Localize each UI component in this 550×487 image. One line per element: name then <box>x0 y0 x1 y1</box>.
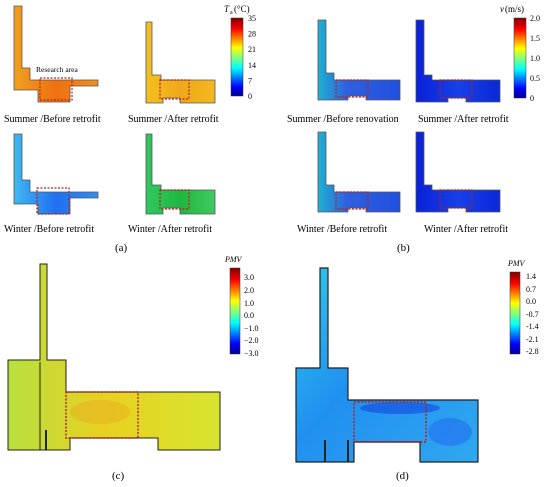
colorbar-b-title-var: v <box>500 4 504 14</box>
colorbar-a-title-sub: a <box>230 10 233 16</box>
colorbar-a: T a (°C) 35 28 21 14 7 0 <box>224 4 256 101</box>
colorbar-d-tick: 1.4 <box>526 272 536 281</box>
caption: Summer /After retrofit <box>418 114 509 125</box>
panel-b: v (m/s) 2.0 1.5 1.0 0.5 0 Summer /Before… <box>287 4 540 254</box>
panel-label-a: (a) <box>115 242 128 254</box>
colorbar-d-tick: 0.7 <box>526 285 536 294</box>
colorbar-b-title-unit: (m/s) <box>505 4 524 14</box>
colorbar-a-tick: 35 <box>248 14 256 23</box>
colorbar-c-tick: −3.0 <box>244 349 259 358</box>
colorbar-b: v (m/s) 2.0 1.5 1.0 0.5 0 <box>500 4 540 103</box>
colorbar-d-title: PMV <box>507 259 526 268</box>
colorbar-d-tick: -1.4 <box>526 322 539 331</box>
research-area-box <box>39 77 73 101</box>
research-area-box <box>65 391 139 439</box>
colorbar-d-tick: -0.7 <box>526 310 539 319</box>
colorbar-d-tick: -2.8 <box>526 347 539 356</box>
plan-velocity-winter-after <box>415 131 501 213</box>
colorbar-a-title-var: T <box>224 4 230 14</box>
plan-summer-after <box>145 21 216 104</box>
caption: Winter /After retrofit <box>424 224 508 235</box>
colorbar-c-tick: −2.0 <box>244 336 259 345</box>
colorbar-a-title-unit: (°C) <box>234 4 250 14</box>
colorbar-c-tick: 1.0 <box>244 299 254 308</box>
colorbar-a-tick: 21 <box>248 45 256 54</box>
caption: Winter /After retrofit <box>128 224 212 235</box>
caption: Summer /After retrofit <box>128 114 219 125</box>
plan-velocity-summer-after <box>415 19 501 103</box>
colorbar-d-tick: 0.0 <box>526 297 536 306</box>
colorbar-c-tick: 3.0 <box>244 273 254 282</box>
colorbar-d-gradient <box>509 271 521 355</box>
colorbar-c-tick: −1.0 <box>244 324 259 333</box>
colorbar-b-tick: 2.0 <box>530 14 540 23</box>
colorbar-b-tick: 1.5 <box>530 34 540 43</box>
plan-velocity-summer-before <box>317 19 401 101</box>
colorbar-b-tick: 0 <box>530 94 534 103</box>
colorbar-c-tick: 2.0 <box>244 286 254 295</box>
caption: Summer /Before retrofit <box>4 114 101 125</box>
plan-summer-before: Research area <box>13 5 99 103</box>
caption: Winter /Before retrofit <box>297 224 387 235</box>
panel-label-b: (b) <box>397 242 410 254</box>
plan-winter-after <box>145 133 216 215</box>
panel-a: Research area T a (°C) 35 28 21 14 7 <box>4 4 256 254</box>
colorbar-c-title: PMV <box>224 255 243 264</box>
research-area-box <box>353 401 427 443</box>
colorbar-a-tick: 7 <box>248 76 252 85</box>
colorbar-c-gradient <box>229 267 241 355</box>
colorbar-b-gradient <box>513 17 527 99</box>
panel-label-c: (c) <box>112 470 125 482</box>
colorbar-a-tick: 14 <box>248 61 256 70</box>
research-area-label: Research area <box>36 65 79 74</box>
colorbar-a-tick: 28 <box>248 30 256 39</box>
colorbar-b-tick: 1.0 <box>530 54 540 63</box>
colorbar-d: PMV 1.4 0.7 0.0 -0.7 -1.4 -2.1 -2.8 <box>507 259 539 356</box>
caption: Summer /Before renovation <box>287 114 399 125</box>
panel-d: PMV 1.4 0.7 0.0 -0.7 -1.4 -2.1 -2.8 (d) <box>295 259 539 482</box>
plan-velocity-winter-before <box>317 131 401 213</box>
plan-winter-before <box>13 133 99 215</box>
colorbar-a-gradient <box>230 17 244 97</box>
colorbar-c-tick: 0.0 <box>244 311 254 320</box>
panel-label-d: (d) <box>396 470 409 482</box>
colorbar-a-tick: 0 <box>248 92 252 101</box>
panel-c: PMV 3.0 2.0 1.0 0.0 −1.0 −2.0 −3.0 (c) <box>7 255 259 482</box>
caption: Winter /Before retrofit <box>4 224 94 235</box>
colorbar-c: PMV 3.0 2.0 1.0 0.0 −1.0 −2.0 −3.0 <box>224 255 259 358</box>
colorbar-d-tick: -2.1 <box>526 335 539 344</box>
colorbar-b-tick: 0.5 <box>530 74 540 83</box>
